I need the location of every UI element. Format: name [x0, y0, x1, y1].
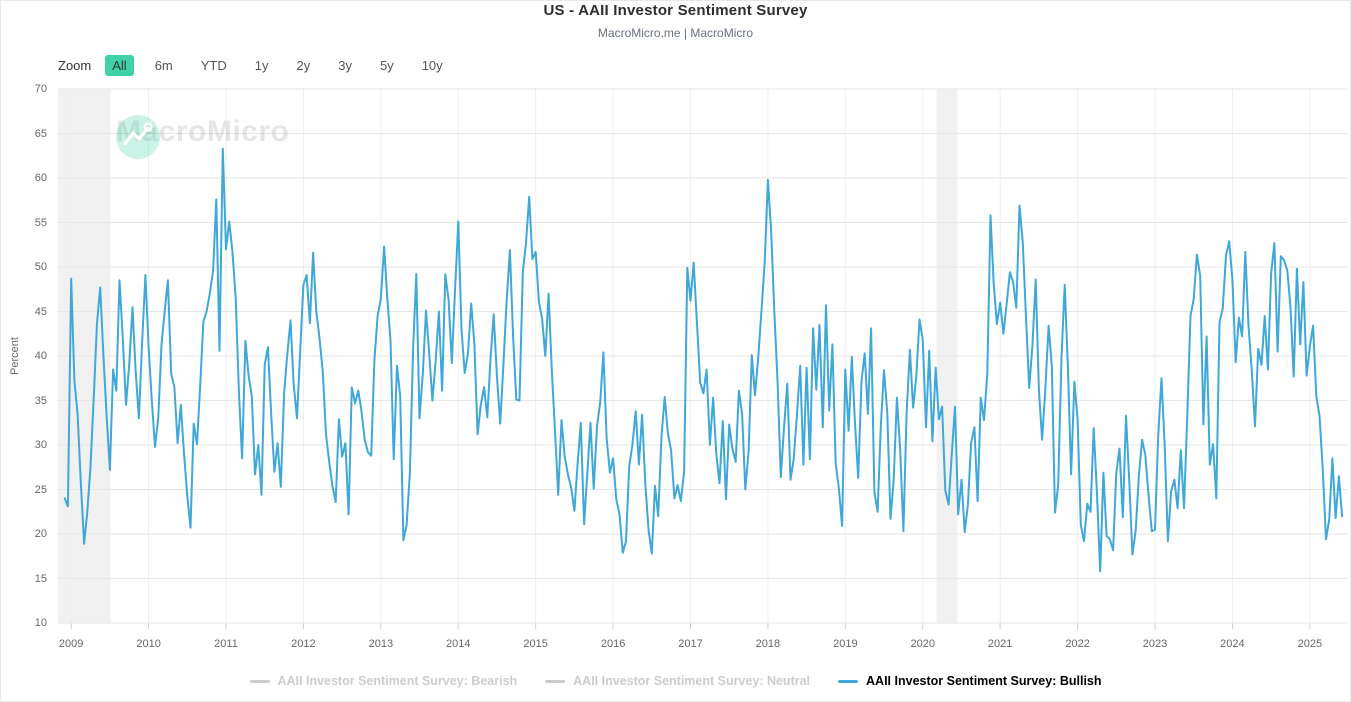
x-tick-label-2018: 2018: [755, 638, 781, 650]
zoom-buttons-group: All 6m YTD 1y 2y 3y 5y 10y: [105, 55, 449, 76]
zoom-button-6m[interactable]: 6m: [154, 58, 173, 73]
y-tick-label-70: 70: [34, 83, 47, 95]
legend-dash-icon: [838, 679, 859, 683]
legend: AAII Investor Sentiment Survey: Bearish A…: [1, 674, 1350, 688]
x-tick-label-2017: 2017: [678, 638, 703, 650]
x-tick-label-2013: 2013: [368, 638, 394, 650]
zoom-button-ytd[interactable]: YTD: [200, 58, 227, 73]
y-tick-label-60: 60: [34, 172, 47, 184]
x-tick-label-2023: 2023: [1142, 638, 1168, 650]
zoom-toolbar: Zoom All 6m YTD 1y 2y 3y 5y 10y: [58, 54, 450, 77]
legend-item-neutral[interactable]: AAII Investor Sentiment Survey: Neutral: [545, 674, 810, 688]
legend-dash-icon: [249, 679, 270, 683]
y-tick-label-40: 40: [34, 350, 47, 362]
y-tick-label-35: 35: [34, 394, 47, 407]
legend-label: AAII Investor Sentiment Survey: Bearish: [277, 674, 518, 688]
x-tick-label-2022: 2022: [1065, 638, 1090, 650]
legend-label: AAII Investor Sentiment Survey: Bullish: [866, 674, 1102, 688]
y-tick-label-10: 10: [34, 617, 47, 629]
zoom-button-2y[interactable]: 2y: [296, 58, 311, 73]
y-tick-label-25: 25: [34, 483, 47, 496]
page-title: US - AAII Investor Sentiment Survey: [543, 2, 808, 19]
y-tick-label-50: 50: [34, 261, 47, 273]
y-tick-label-65: 65: [34, 127, 47, 140]
zoom-button-1y[interactable]: 1y: [254, 58, 269, 73]
x-tick-label-2025: 2025: [1297, 638, 1323, 650]
x-tick-label-2014: 2014: [445, 638, 471, 650]
x-tick-label-2016: 2016: [600, 638, 626, 650]
x-tick-label-2010: 2010: [136, 638, 161, 650]
legend-item-bullish[interactable]: AAII Investor Sentiment Survey: Bullish: [838, 674, 1102, 688]
x-tick-label-2015: 2015: [523, 638, 548, 650]
sentiment-bullish-line: [63, 147, 1344, 573]
zoom-button-all[interactable]: All: [105, 55, 134, 76]
zoom-button-10y[interactable]: 10y: [421, 58, 443, 73]
y-tick-label-20: 20: [34, 528, 47, 540]
zoom-button-3y[interactable]: 3y: [338, 58, 352, 73]
y-tick-label-30: 30: [34, 439, 47, 451]
y-tick-label-15: 15: [34, 572, 47, 585]
y-tick-label-55: 55: [34, 216, 47, 229]
x-tick-label-2012: 2012: [291, 638, 316, 650]
chart-source-subtitle: MacroMicro.me | MacroMicro: [597, 26, 754, 40]
x-tick-label-2024: 2024: [1220, 638, 1245, 650]
x-tick-label-2011: 2011: [214, 638, 238, 650]
x-tick-label-2021: 2021: [987, 638, 1013, 650]
zoom-label: Zoom: [58, 58, 92, 73]
chart-series-layer: [63, 147, 1344, 573]
y-tick-label-45: 45: [34, 305, 47, 318]
zoom-button-5y[interactable]: 5y: [379, 58, 394, 73]
legend-item-bearish[interactable]: AAII Investor Sentiment Survey: Bearish: [249, 674, 518, 688]
legend-dash-icon: [545, 679, 566, 683]
x-tick-label-2020: 2020: [910, 638, 935, 650]
legend-label: AAII Investor Sentiment Survey: Neutral: [573, 674, 811, 688]
x-tick-label-2019: 2019: [833, 638, 858, 650]
x-tick-label-2009: 2009: [58, 638, 84, 650]
plot-area[interactable]: MacroMicro: [58, 88, 1347, 629]
